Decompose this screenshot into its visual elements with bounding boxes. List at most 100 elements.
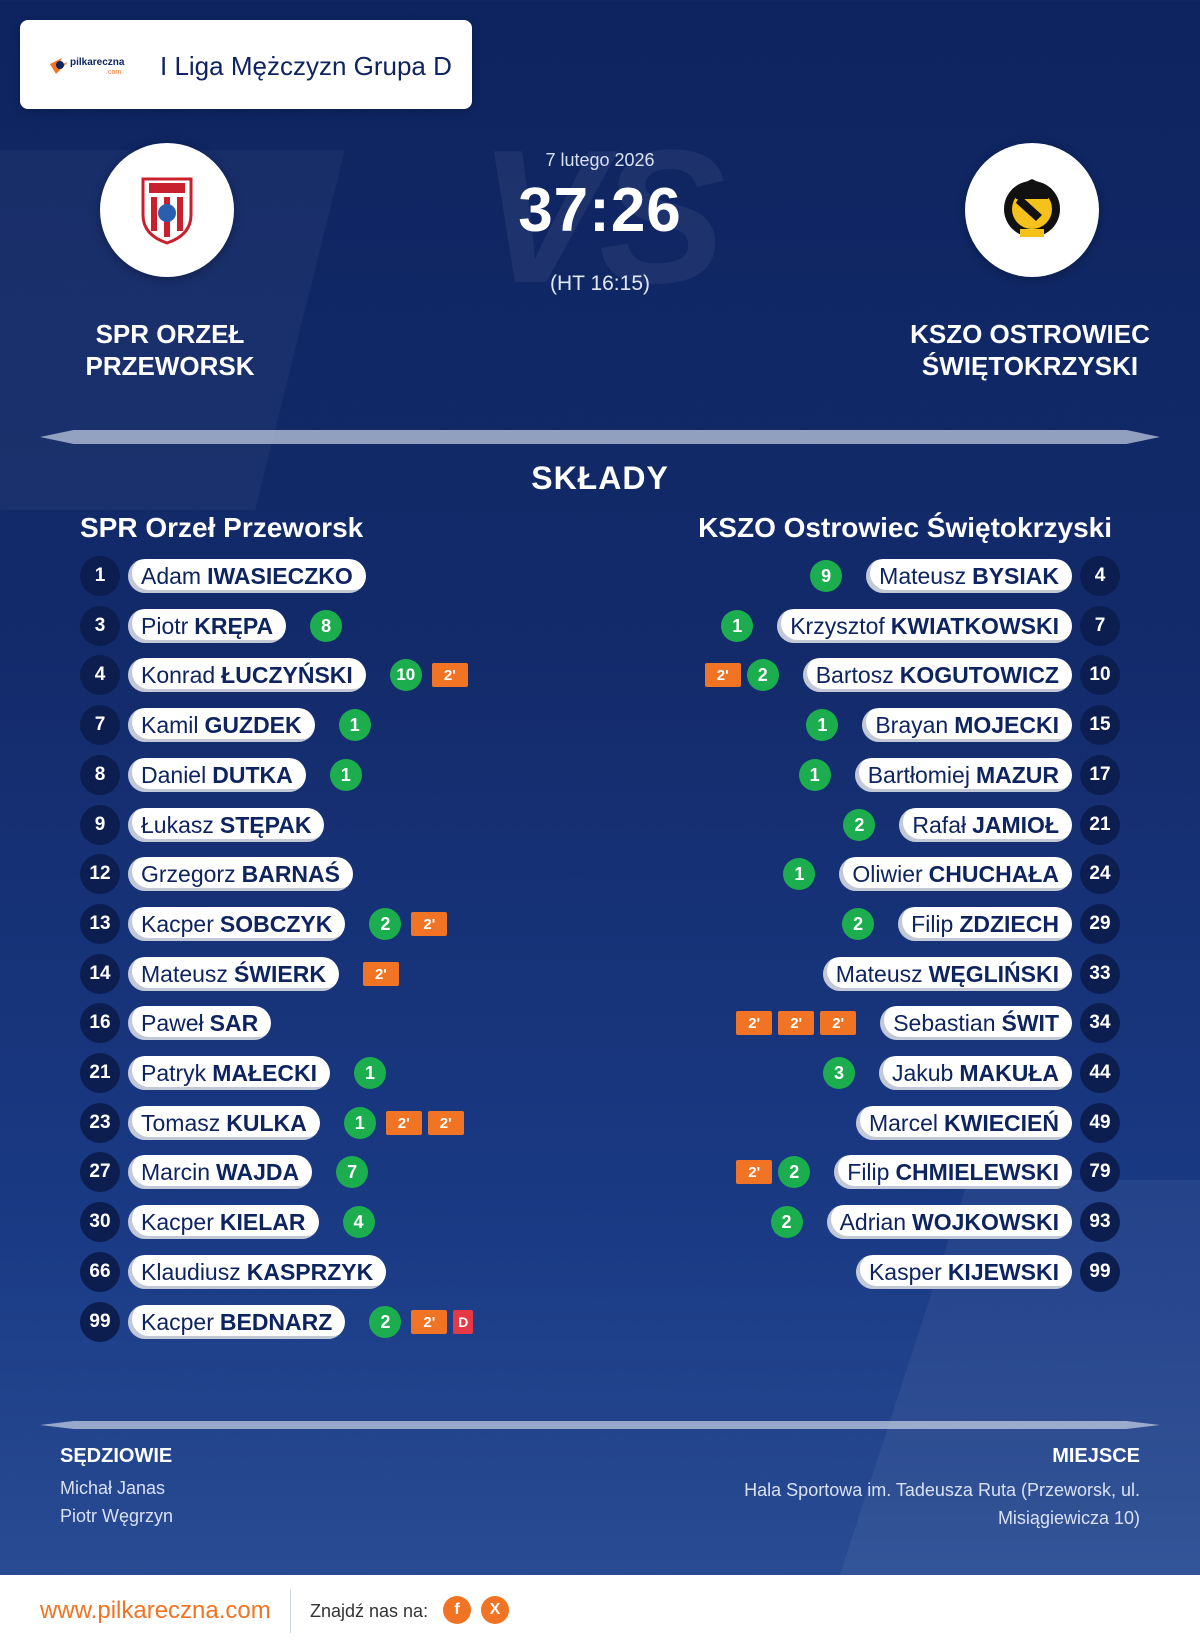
player-name: Patryk MAŁECKI	[128, 1056, 330, 1090]
player-name: Brayan MOJECKI	[862, 708, 1072, 742]
player-name: Jakub MAKUŁA	[878, 1056, 1072, 1090]
player-stats: 1	[798, 759, 831, 791]
player-number: 9	[80, 805, 120, 845]
pilkareczna-logo: pilkareczna .com	[50, 57, 125, 76]
suspension-badge: 2'	[778, 1011, 815, 1035]
player-number: 93	[1080, 1202, 1120, 1242]
suspension-badge: 2'	[427, 1111, 464, 1135]
player-name: Kacper KIELAR	[128, 1205, 319, 1239]
player-first-name: Sebastian	[893, 1009, 996, 1036]
player-stats: 2	[843, 809, 876, 841]
player-name: Adrian WOJKOWSKI	[826, 1205, 1072, 1239]
facebook-icon[interactable]: f	[443, 1596, 471, 1624]
player-last-name: GUZDEK	[204, 711, 302, 738]
player-last-name: KWIECIEŃ	[944, 1109, 1059, 1136]
suspension-badge: 2'	[431, 663, 468, 687]
player-last-name: MOJECKI	[954, 711, 1059, 738]
player-last-name: KIELAR	[219, 1208, 306, 1235]
referee-name: Piotr Węgrzyn	[60, 1506, 174, 1526]
player-number: 17	[1080, 755, 1120, 795]
player-first-name: Kacper	[141, 910, 214, 937]
player-number: 10	[1080, 655, 1120, 695]
goals-badge: 3	[822, 1057, 855, 1089]
player-number: 21	[80, 1053, 120, 1093]
player-name: Oliwier CHUCHAŁA	[839, 857, 1072, 891]
player-last-name: ŁUCZYŃSKI	[221, 661, 353, 688]
player-number: 34	[1080, 1003, 1120, 1043]
suspension-badge: 2'	[736, 1160, 773, 1184]
venue-text: Hala Sportowa im. Tadeusza Ruta (Przewor…	[744, 1480, 1140, 1528]
away-team-name: KSZO OSTROWIEC ŚWIĘTOKRZYSKI	[880, 318, 1180, 382]
referees-title: SĘDZIOWIE	[60, 1445, 173, 1467]
player-number: 7	[80, 705, 120, 745]
player-first-name: Filip	[847, 1158, 890, 1185]
player-first-name: Marcel	[868, 1109, 938, 1136]
final-score: 37:26	[518, 176, 682, 245]
website-link[interactable]: www.pilkareczna.com	[40, 1597, 271, 1624]
player-name: Kacper BEDNARZ	[128, 1305, 346, 1339]
league-card: pilkareczna .com I Liga Mężczyzn Grupa D	[20, 20, 472, 109]
player-last-name: WAJDA	[216, 1158, 300, 1185]
player-first-name: Mateusz	[835, 960, 923, 987]
vs-watermark: VS	[478, 111, 725, 323]
league-name: I Liga Mężczyzn Grupa D	[160, 51, 452, 81]
goals-badge: 1	[721, 610, 754, 642]
home-player-row: 23 Tomasz KULKA 1 2' 2'	[80, 1103, 470, 1143]
away-player-row: 44 Jakub MAKUŁA 3	[822, 1053, 1120, 1093]
player-last-name: KRĘPA	[194, 612, 274, 639]
divider	[40, 430, 1160, 444]
player-last-name: WOJKOWSKI	[912, 1208, 1059, 1235]
player-name: Sebastian ŚWIT	[880, 1006, 1072, 1040]
goals-badge: 1	[329, 759, 362, 791]
player-last-name: ZDZIECH	[959, 910, 1059, 937]
player-first-name: Łukasz	[141, 811, 214, 838]
player-number: 33	[1080, 954, 1120, 994]
player-stats: 7	[336, 1156, 378, 1188]
footer: www.pilkareczna.com Znajdź nas na: f X	[0, 1575, 1200, 1646]
x-icon[interactable]: X	[481, 1596, 509, 1624]
goals-badge: 1	[783, 858, 816, 890]
player-first-name: Daniel	[141, 761, 207, 788]
referee-name: Michał Janas	[60, 1478, 166, 1498]
goals-badge: 2	[770, 1206, 803, 1238]
player-last-name: BYSIAK	[972, 562, 1059, 589]
goals-badge: 7	[336, 1156, 369, 1188]
player-first-name: Kacper	[141, 1208, 214, 1235]
player-name: Mateusz BYSIAK	[866, 559, 1072, 593]
player-name: Filip CHMIELEWSKI	[834, 1155, 1072, 1189]
player-number: 16	[80, 1003, 120, 1043]
home-player-row: 7 Kamil GUZDEK 1	[80, 705, 381, 745]
home-team-name: SPR ORZEŁ PRZEWORSK	[40, 318, 300, 382]
goals-badge: 10	[389, 659, 422, 691]
player-name: Tomasz KULKA	[128, 1106, 320, 1140]
player-number: 8	[80, 755, 120, 795]
player-stats: 10 2'	[389, 659, 474, 691]
player-last-name: BEDNARZ	[219, 1308, 333, 1335]
home-player-row: 66 Klaudiusz KASPRZYK	[80, 1252, 387, 1292]
player-first-name: Bartosz	[815, 661, 894, 688]
player-name: Filip ZDZIECH	[898, 907, 1072, 941]
away-player-row: 21 Rafał JAMIOŁ 2	[843, 805, 1120, 845]
player-name: Łukasz STĘPAK	[128, 808, 325, 842]
player-first-name: Tomasz	[141, 1109, 221, 1136]
player-stats: 1	[338, 709, 381, 741]
svg-text:.com: .com	[106, 69, 121, 76]
player-first-name: Bartłomiej	[867, 761, 970, 788]
home-player-row: 9 Łukasz STĘPAK	[80, 805, 325, 845]
goals-badge: 1	[798, 759, 831, 791]
player-last-name: IWASIECZKO	[207, 562, 353, 589]
goals-badge: 1	[806, 709, 839, 741]
player-number: 27	[80, 1152, 120, 1192]
player-number: 12	[80, 854, 120, 894]
kszo-crest-icon	[1004, 179, 1060, 237]
player-stats: 2' 2	[736, 1156, 811, 1188]
player-first-name: Mateusz	[879, 562, 967, 589]
goals-badge: 4	[342, 1206, 375, 1238]
svg-text:pilkareczna: pilkareczna	[70, 57, 125, 68]
player-name: Bartłomiej MAZUR	[854, 758, 1072, 792]
home-team-name-line2: PRZEWORSK	[85, 351, 255, 381]
player-number: 30	[80, 1202, 120, 1242]
away-player-row: 79 Filip CHMIELEWSKI 2' 2	[736, 1152, 1120, 1192]
player-name: Piotr KRĘPA	[128, 609, 287, 643]
home-team-crest	[100, 143, 234, 277]
